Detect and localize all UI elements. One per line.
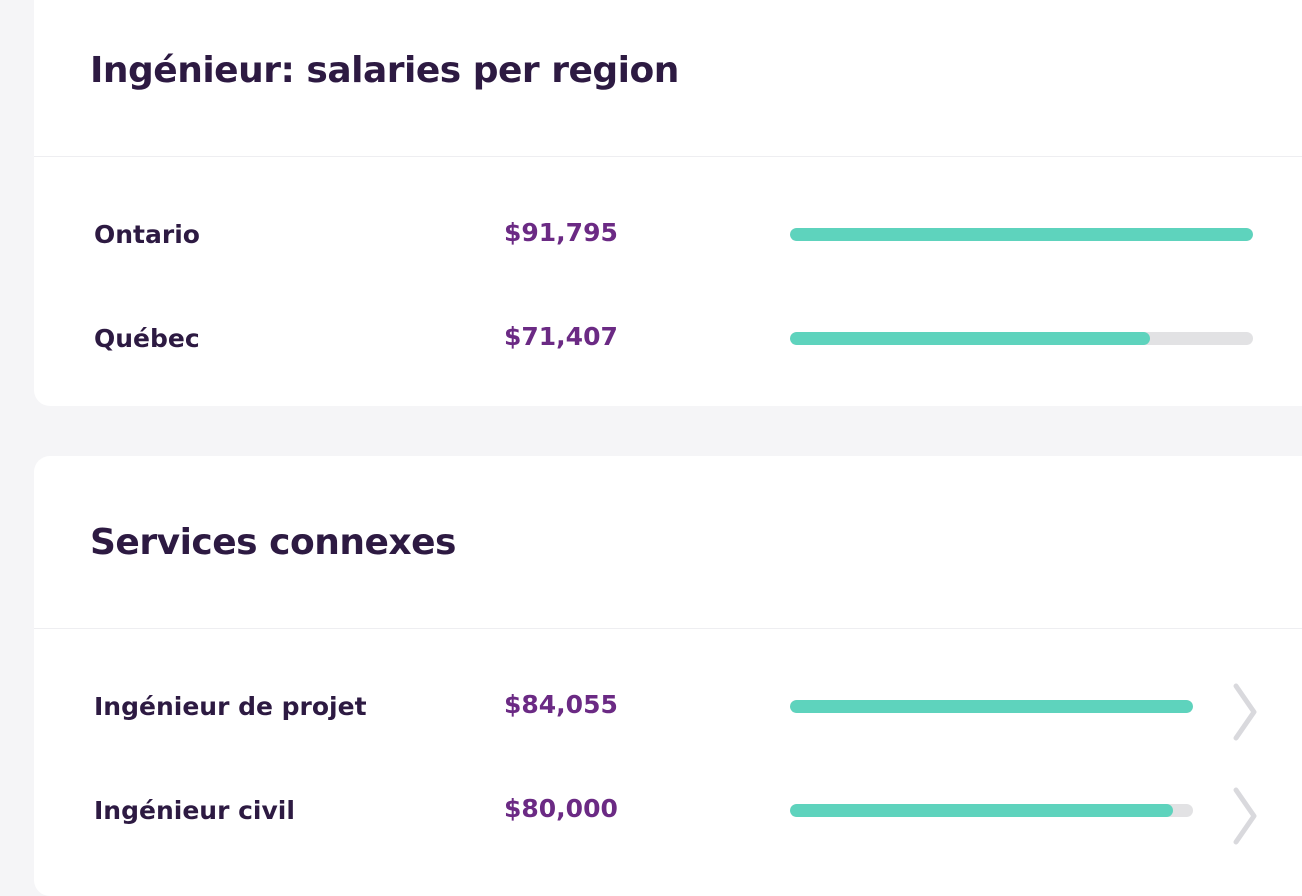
region-row-quebec: Québec $71,407 — [34, 318, 1302, 358]
region-row-ontario: Ontario $91,795 — [34, 214, 1302, 254]
region-salary: $71,407 — [504, 322, 618, 351]
section-divider — [34, 628, 1302, 629]
chevron-right-icon[interactable] — [1230, 786, 1260, 846]
chevron-right-icon[interactable] — [1230, 682, 1260, 742]
section-title: Ingénieur: salaries per region — [90, 50, 679, 91]
related-job-salary: $84,055 — [504, 690, 618, 719]
salary-bar-track — [790, 228, 1253, 241]
related-job-label: Ingénieur de projet — [94, 692, 367, 721]
salary-bar-fill — [790, 332, 1151, 345]
salary-bar-track — [790, 700, 1193, 713]
section-divider — [34, 156, 1302, 157]
salary-bar-fill — [790, 804, 1173, 817]
related-services-card: Services connexes Ingénieur de projet $8… — [34, 456, 1302, 896]
region-label: Québec — [94, 324, 200, 353]
salary-bar-fill — [790, 700, 1193, 713]
related-row-ingenieur-de-projet[interactable]: Ingénieur de projet $84,055 — [34, 683, 1302, 741]
related-job-salary: $80,000 — [504, 794, 618, 823]
salary-bar-track — [790, 332, 1253, 345]
section-title: Services connexes — [90, 522, 456, 563]
salaries-per-region-card: Ingénieur: salaries per region Ontario $… — [34, 0, 1302, 406]
salary-bar-track — [790, 804, 1193, 817]
region-label: Ontario — [94, 220, 200, 249]
salary-bar-fill — [790, 228, 1253, 241]
related-row-ingenieur-civil[interactable]: Ingénieur civil $80,000 — [34, 787, 1302, 845]
related-job-label: Ingénieur civil — [94, 796, 295, 825]
region-salary: $91,795 — [504, 218, 618, 247]
